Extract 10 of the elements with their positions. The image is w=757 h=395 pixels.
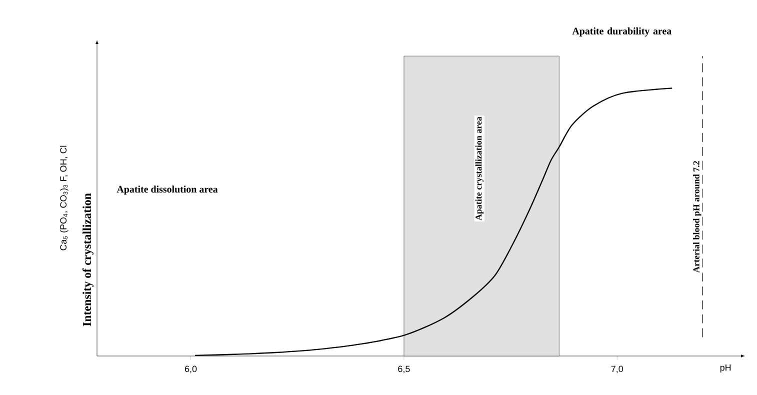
x-tick-label: 6,5 [398,366,410,374]
text: Apatite durability area [572,27,672,36]
y-axis-title: Intensity of crystallization [82,193,94,326]
annotation: Apatite dissolution area [116,186,218,195]
band-label: Apatite crystallization area [475,116,484,220]
ref-line-label: Arterial blood pH around 7.2 [693,161,702,273]
text: Ca$_{5}$ (PO$_{4}$, CO$_{3}$)$_{3}$ F, OH, Cl [60,146,68,250]
x-axis-title: pH [720,364,731,373]
x-tick-label: 7,0 [611,366,623,374]
x-tick-label: 6,0 [185,366,197,374]
